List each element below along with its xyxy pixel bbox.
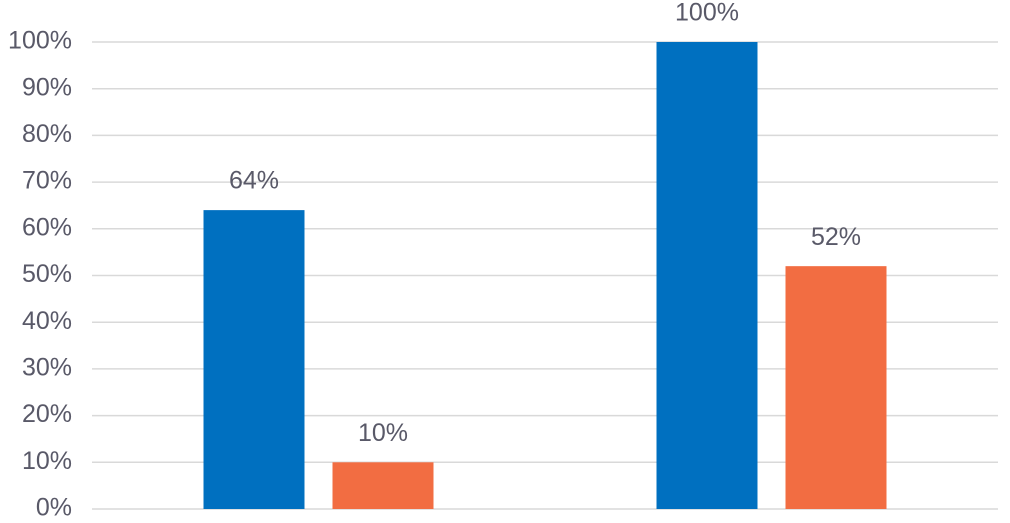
data-label: 64% <box>229 167 279 195</box>
y-tick-label: 10% <box>22 447 72 475</box>
y-tick-label: 40% <box>22 307 72 335</box>
bar <box>656 42 758 509</box>
bar <box>332 462 434 509</box>
y-tick-label: 90% <box>22 73 72 101</box>
y-tick-label: 50% <box>22 260 72 288</box>
y-tick-label: 100% <box>8 27 72 55</box>
y-tick-label: 20% <box>22 400 72 428</box>
y-tick-label: 30% <box>22 354 72 382</box>
y-tick-label: 80% <box>22 120 72 148</box>
y-tick-label: 0% <box>36 494 72 522</box>
data-label: 100% <box>675 0 739 27</box>
y-tick-label: 70% <box>22 167 72 195</box>
y-tick-label: 60% <box>22 213 72 241</box>
bar <box>203 210 305 509</box>
data-label: 10% <box>358 419 408 447</box>
data-label: 52% <box>811 223 861 251</box>
bar <box>785 266 887 509</box>
